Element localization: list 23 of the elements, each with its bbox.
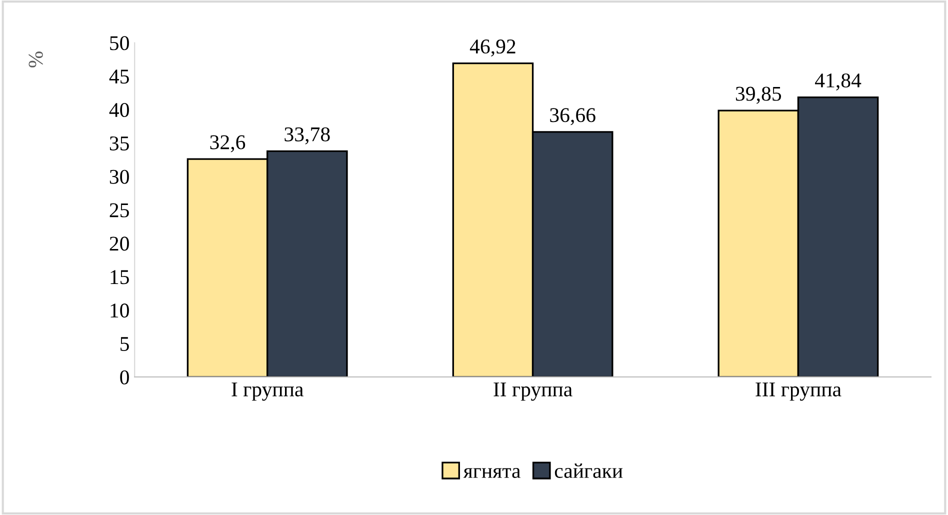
y-tick-label: 25: [110, 203, 129, 218]
data-label: 36,66: [550, 108, 596, 126]
y-tick-label: 10: [110, 304, 129, 318]
x-tick-label: III группа: [756, 382, 842, 401]
data-label: 46,92: [470, 40, 516, 57]
y-tick-label: 45: [109, 70, 129, 84]
y-axis-title: %: [28, 51, 43, 68]
y-tick-label: 15: [110, 270, 129, 284]
legend-label: ягнята: [463, 468, 520, 478]
y-tick-label: 40: [109, 102, 129, 118]
data-label: 33,78: [284, 127, 330, 144]
y-tick-label: 20: [110, 236, 129, 251]
y-tick-label: 5: [120, 337, 129, 351]
y-tick-label: 50: [110, 36, 129, 50]
legend-label: сайгаки: [554, 464, 623, 478]
data-label: 32,6: [210, 135, 246, 152]
x-tick-label: I группа: [232, 382, 304, 401]
y-tick-label: 30: [110, 170, 129, 184]
y-tick-label: 35: [110, 136, 129, 150]
y-tick-label: 0: [120, 370, 129, 384]
data-label: 41,84: [815, 73, 862, 91]
x-tick-label: II группа: [494, 382, 572, 401]
data-label: 39,85: [736, 86, 782, 104]
